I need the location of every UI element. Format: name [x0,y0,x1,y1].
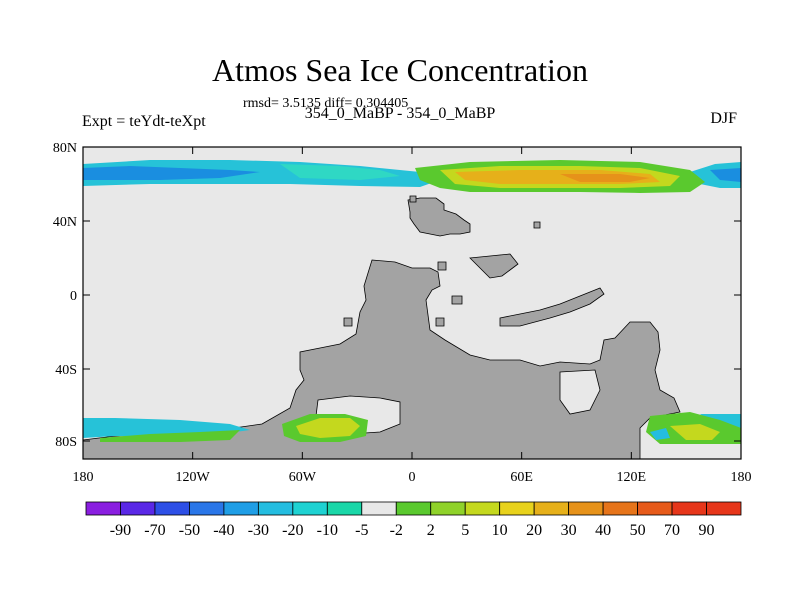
y-tick-label: 40S [55,363,77,378]
colorbar-swatch [189,501,225,516]
colorbar-label: 2 [427,522,435,539]
colorbar-swatch [292,501,328,516]
colorbar-label: -30 [248,522,269,539]
land-island-5 [435,317,445,327]
colorbar-label: -50 [179,522,200,539]
colorbar-swatch [223,501,259,516]
x-tick-label: 180 [731,470,752,485]
colorbar-label: -90 [110,522,131,539]
land-island-2 [437,261,447,271]
antarctic-positive-west [100,430,240,442]
colorbar-label: -70 [144,522,165,539]
colorbar-label: 90 [699,522,715,539]
colorbar-swatch [464,501,501,516]
arctic-ice-band-west [83,160,440,187]
x-tick-label: 60W [289,470,317,485]
arctic-ice-band-east-core [710,168,741,182]
y-tick-label: 40N [53,215,77,230]
colorbar-swatch [533,501,570,516]
colorbar-label: 50 [630,522,646,539]
ocean-cutout-indian [559,369,601,415]
land-island-3 [451,295,463,305]
y-tick-label: 80N [53,141,77,156]
colorbar-label: -5 [355,522,368,539]
colorbar-swatch [430,501,466,516]
colorbar-swatch [602,501,638,516]
antarctic-negative-spot [650,428,670,440]
x-tick-label: 60E [510,470,533,485]
x-tick-label: 120E [617,470,647,485]
land-africa-arabia [83,259,681,459]
colorbar-label: 10 [492,522,508,539]
colorbar-swatch [568,501,604,516]
colorbar-swatch [637,501,673,516]
y-axis: 80N 40N 0 40S 80S [53,141,741,450]
land-island-6 [409,195,417,203]
colorbar-swatch [120,501,156,516]
colorbar-label: 20 [526,522,542,539]
land-india-asia [469,253,519,279]
stats-label: rmsd= 3.5135 diff= 0.304405 [243,96,409,111]
colorbar: -90 -70 -50 -40 -30 -20 -10 -5 -2 2 5 10 20 30 40 50 70 9… [85,501,742,539]
colorbar-swatch [257,501,294,516]
colorbar-swatch [361,501,397,516]
land-asia-strip [499,287,605,327]
colorbar-swatch [85,501,121,516]
season-label: DJF [710,110,737,127]
colorbar-label: -10 [317,522,338,539]
x-tick-label: 0 [409,470,416,485]
case-label: 354_0_MaBP - 354_0_MaBP [304,105,496,122]
colorbar-label: -2 [390,522,403,539]
antarctic-positive-central-core [296,418,360,438]
colorbar-label: -20 [282,522,303,539]
land-island-4 [533,221,541,229]
y-tick-label: 0 [70,289,77,304]
arctic-positive-core [560,174,650,182]
experiment-label: Expt = teYdt-teXpt [82,113,206,130]
colorbar-swatch [326,501,363,516]
colorbar-swatch [499,501,535,516]
land-island-1 [343,317,353,327]
arctic-ice-band-west-light [280,164,400,180]
colorbar-swatch [706,501,742,516]
colorbar-label: 30 [561,522,577,539]
colorbar-label: 5 [461,522,469,539]
y-tick-label: 80S [55,435,77,450]
colorbar-swatch [395,501,432,516]
colorbar-label: 70 [664,522,680,539]
colorbar-label: -40 [213,522,234,539]
x-tick-label: 120W [176,470,211,485]
x-tick-label: 180 [73,470,94,485]
arctic-ice-band-west-core [83,166,260,180]
antarctic-positive-east-core [670,424,720,440]
map-title: Atmos Sea Ice Concentration [212,52,588,88]
colorbar-swatch [671,501,707,516]
land-europe [407,197,471,237]
x-axis: 180 120W 60W 0 60E 120E 180 [73,147,752,485]
colorbar-label: 40 [595,522,611,539]
colorbar-swatch [154,501,190,516]
